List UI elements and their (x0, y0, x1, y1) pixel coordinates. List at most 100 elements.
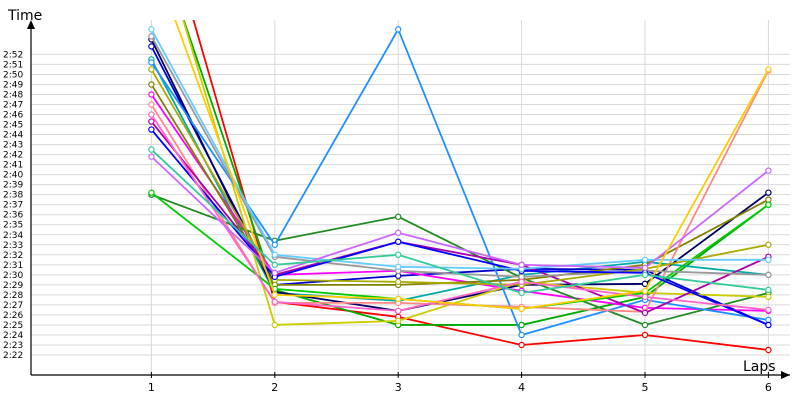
y-tick-label: 2:47 (3, 101, 23, 111)
data-point (148, 26, 155, 33)
x-tick-label: 4 (518, 381, 525, 394)
data-point (395, 26, 402, 33)
y-tick-label: 2:41 (3, 161, 23, 171)
data-point (148, 33, 155, 40)
label-layer: Time Laps (7, 8, 776, 375)
x-tick-label: 6 (765, 381, 772, 394)
data-point (395, 295, 402, 303)
x-tick-label: 3 (395, 381, 402, 394)
y-tick-label: 2:22 (3, 351, 23, 361)
data-point (765, 293, 772, 301)
data-point (271, 321, 278, 329)
data-point (518, 341, 525, 349)
axis-layer: 2:222:232:242:252:262:272:282:292:302:31… (3, 20, 790, 394)
data-point (148, 66, 155, 73)
data-point (148, 111, 155, 118)
y-tick-label: 2:37 (3, 201, 23, 211)
data-point (765, 306, 772, 314)
y-tick-label: 2:48 (3, 90, 23, 100)
data-point (518, 305, 525, 313)
data-point (641, 271, 649, 279)
data-point (765, 241, 772, 248)
data-point (765, 346, 772, 354)
data-point (271, 298, 278, 306)
y-tick-label: 2:39 (3, 181, 23, 191)
y-tick-label: 2:36 (3, 211, 23, 221)
data-point (148, 118, 155, 125)
data-point (148, 146, 155, 153)
data-point (641, 280, 649, 288)
data-point (148, 59, 155, 66)
data-point (765, 201, 772, 208)
y-axis-arrow (27, 20, 35, 29)
y-tick-label: 2:43 (3, 141, 23, 151)
series-line (174, 20, 770, 310)
y-axis-title: Time (7, 8, 42, 24)
data-point (271, 261, 278, 269)
series-line (150, 155, 769, 274)
y-tick-label: 2:27 (3, 301, 23, 311)
series-line (150, 148, 769, 294)
y-tick-label: 2:29 (3, 281, 23, 291)
series-20 (174, 20, 772, 313)
data-point (518, 261, 525, 269)
y-tick-label: 2:50 (3, 70, 23, 80)
series-line (182, 20, 769, 326)
data-point (395, 263, 402, 271)
y-tick-label: 2:40 (3, 171, 23, 181)
data-point (395, 317, 402, 325)
data-point (765, 271, 772, 279)
x-axis-arrow (781, 371, 790, 379)
series-line (150, 114, 769, 312)
data-point (641, 293, 649, 301)
data-point (641, 321, 649, 329)
series-17 (148, 26, 772, 273)
x-tick-label: 1 (148, 381, 155, 394)
grid-layer (31, 20, 790, 375)
y-tick-label: 2:32 (3, 251, 23, 261)
y-tick-label: 2:38 (3, 191, 23, 201)
series-layer (148, 20, 772, 354)
y-tick-label: 2:51 (3, 60, 23, 70)
data-point (395, 238, 402, 245)
data-point (765, 286, 772, 294)
x-tick-label: 2 (271, 381, 278, 394)
series-21 (148, 146, 772, 297)
data-point (765, 256, 772, 264)
y-tick-label: 2:42 (3, 151, 23, 161)
series-19 (148, 153, 772, 277)
series-line (150, 28, 769, 270)
data-point (271, 241, 278, 248)
y-tick-label: 2:24 (3, 331, 23, 341)
data-point (395, 251, 402, 258)
y-tick-label: 2:35 (3, 221, 23, 231)
data-point (148, 153, 155, 160)
y-tick-label: 2:23 (3, 341, 23, 351)
data-point (148, 189, 155, 196)
y-tick-label: 2:33 (3, 241, 23, 251)
data-point (395, 213, 402, 220)
data-point (641, 256, 649, 264)
data-point (271, 291, 278, 299)
data-point (765, 189, 772, 196)
y-tick-label: 2:25 (3, 321, 23, 331)
y-tick-label: 2:44 (3, 131, 23, 141)
y-tick-label: 2:30 (3, 271, 23, 281)
data-point (641, 331, 649, 339)
data-point (148, 81, 155, 88)
y-tick-label: 2:31 (3, 261, 23, 271)
data-point (271, 251, 278, 258)
x-tick-label: 5 (642, 381, 649, 394)
data-point (765, 321, 772, 329)
y-tick-label: 2:28 (3, 291, 23, 301)
series-line (151, 193, 769, 326)
data-point (641, 309, 649, 317)
y-tick-label: 2:34 (3, 231, 23, 241)
data-point (395, 229, 402, 236)
data-point (395, 278, 402, 286)
data-point (518, 331, 525, 339)
y-tick-label: 2:46 (3, 111, 23, 121)
y-tick-label: 2:45 (3, 121, 23, 131)
